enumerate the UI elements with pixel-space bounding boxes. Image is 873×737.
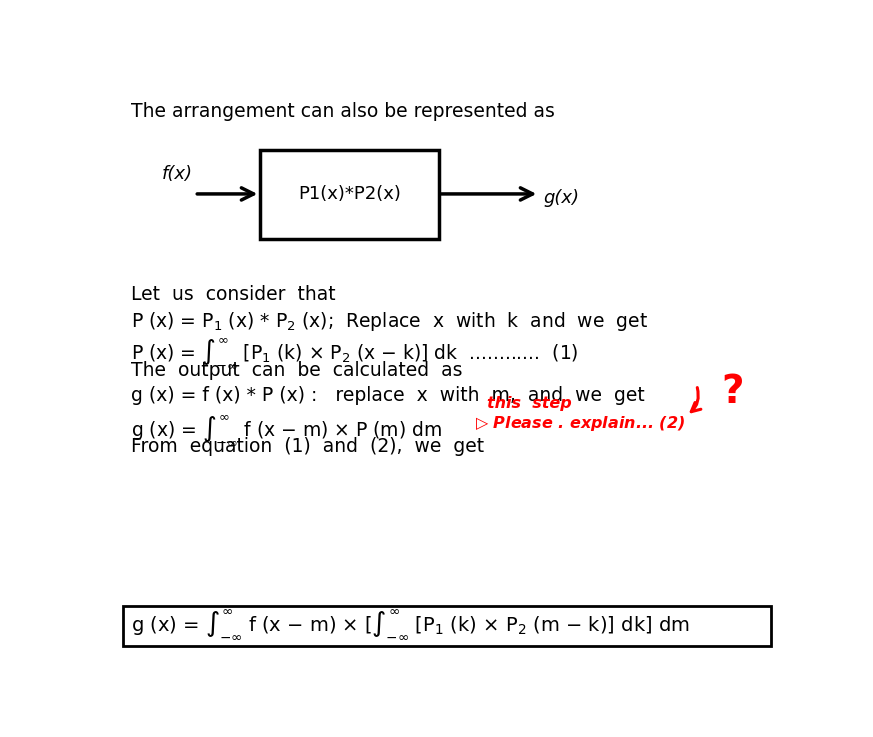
Text: Let  us  consider  that: Let us consider that — [131, 284, 335, 304]
Text: g (x) = $\int_{-\infty}^{\infty}$ f (x $-$ m) $\times$ [$\int_{-\infty}^{\infty}: g (x) = $\int_{-\infty}^{\infty}$ f (x $… — [131, 608, 690, 641]
Text: From  equation  (1)  and  (2),  we  get: From equation (1) and (2), we get — [131, 437, 484, 456]
Text: The  output  can  be  calculated  as: The output can be calculated as — [131, 361, 463, 380]
Text: $\triangleright$ Please . explain... (2): $\triangleright$ Please . explain... (2) — [475, 414, 685, 433]
Text: P (x) = $\int_{-\infty}^{\infty}$ [P$_1$ (k) $\times$ P$_2$ (x $-$ k)] dk  .....: P (x) = $\int_{-\infty}^{\infty}$ [P$_1$… — [131, 335, 579, 370]
Text: The arrangement can also be represented as: The arrangement can also be represented … — [131, 102, 554, 122]
Text: P1(x)*P2(x): P1(x)*P2(x) — [298, 185, 401, 203]
Bar — [260, 150, 438, 239]
Text: P (x) = P$_1$ (x) * P$_2$ (x);  Replace  x  with  k  and  we  get: P (x) = P$_1$ (x) * P$_2$ (x); Replace x… — [131, 310, 648, 333]
Text: this  step: this step — [487, 397, 572, 411]
Text: g (x) = f (x) * P (x) :   replace  x  with  m,  and  we  get: g (x) = f (x) * P (x) : replace x with m… — [131, 386, 644, 405]
Text: g(x): g(x) — [543, 189, 579, 206]
Text: ?: ? — [721, 374, 744, 411]
Text: g (x) = $\int_{-\infty}^{\infty}$ f (x $-$ m) $\times$ P (m) dm: g (x) = $\int_{-\infty}^{\infty}$ f (x $… — [131, 412, 442, 447]
Text: f(x): f(x) — [162, 165, 193, 184]
Bar — [123, 606, 771, 646]
